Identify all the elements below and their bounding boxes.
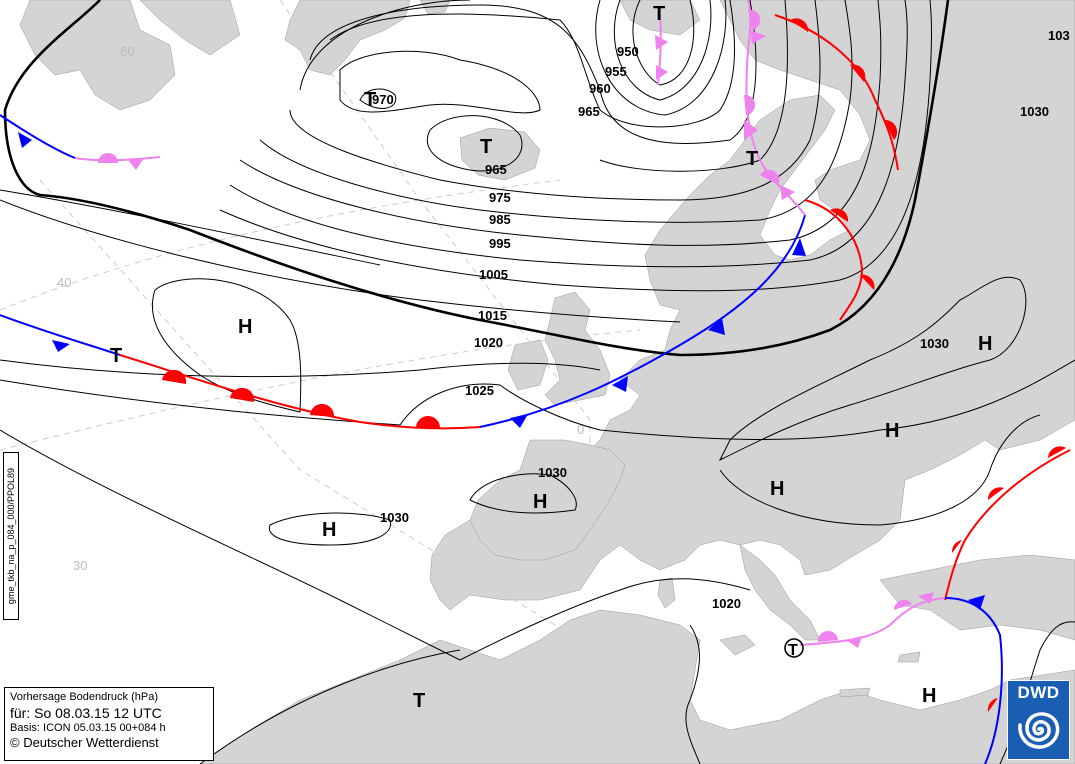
land-italy [739, 544, 821, 641]
latitude-label: 60 [120, 44, 134, 59]
isobar-label: 1025 [465, 383, 494, 398]
isobar-label: 1030 [1020, 104, 1049, 119]
low-pressure-circled-marker: T [784, 638, 804, 659]
cold-front-atlantic [0, 314, 121, 356]
graticule [0, 0, 641, 641]
product-code-strip: gme_tkb_na_p_084_000/PPOL89 [3, 452, 19, 620]
isobar-label: 965 [485, 162, 507, 177]
svg-text:T: T [788, 642, 798, 659]
land-north-africa [199, 609, 1075, 764]
legend-copyright: © Deutscher Wetterdienst [10, 735, 159, 750]
isobar-label: 1020 [712, 596, 741, 611]
low-pressure-marker: T [480, 136, 492, 158]
isobar-label: 965 [578, 104, 600, 119]
cold-front-med [944, 597, 1003, 764]
isobar-label: 1030 [920, 336, 949, 351]
warm-front-russia [804, 199, 864, 321]
longitude-label: 0 [577, 422, 584, 437]
isobar-label: 1030 [380, 510, 409, 525]
legend-title: Vorhersage Bodendruck (hPa) [10, 691, 158, 703]
isobar-label: 950 [617, 44, 639, 59]
land-canada-islands [139, 0, 241, 56]
warm-front-north [774, 14, 899, 171]
low-pressure-marker: T [364, 89, 376, 111]
latitude-label: 30 [73, 558, 87, 573]
latitude-label: 40 [57, 275, 71, 290]
high-pressure-marker: H [770, 478, 784, 500]
isobar-label: 1005 [479, 267, 508, 282]
high-pressure-marker: H [533, 491, 547, 513]
isobar-label: 995 [489, 236, 511, 251]
isobar-label: 975 [489, 190, 511, 205]
isobar-label: 970 [372, 92, 394, 107]
land-cyprus [897, 651, 921, 663]
legend-valid-time: für: So 08.03.15 12 UTC [10, 705, 162, 721]
isobar-labels: 970 965 950 955 960 965 975 985 995 1005… [372, 28, 1070, 611]
land-iceland [459, 127, 541, 181]
high-pressure-marker: H [922, 685, 936, 707]
legend-box: Vorhersage Bodendruck (hPa) für: So 08.0… [4, 687, 214, 761]
grid-labels: 60 40 30 0 [57, 44, 584, 573]
isobar-label: 103 [1048, 28, 1070, 43]
low-pressure-marker: T [110, 345, 122, 367]
occlusion-med [799, 597, 946, 646]
land-ireland [507, 339, 549, 391]
land-corsica [657, 577, 676, 609]
low-pressure-marker: T [413, 690, 425, 712]
product-code: gme_tkb_na_p_084_000/PPOL89 [6, 467, 16, 605]
high-pressure-marker: H [238, 316, 252, 338]
land-canada-north [19, 0, 176, 111]
isobar-label: 1020 [474, 335, 503, 350]
warm-front-turkey [944, 449, 1071, 601]
dwd-logo-text: DWD [1017, 683, 1060, 702]
isobar-label: 960 [589, 81, 611, 96]
high-pressure-marker: H [322, 519, 336, 541]
low-pressure-marker: T [653, 3, 665, 25]
isobar-label: 985 [489, 212, 511, 227]
land-iberia [469, 439, 626, 561]
land-sicily [719, 634, 756, 656]
isobar-1015 [3, 0, 950, 357]
front-symbols [18, 9, 1066, 712]
land-crete [839, 687, 871, 698]
high-pressure-marker: H [885, 420, 899, 442]
isobar-label: 1015 [478, 308, 507, 323]
isobar-label: 955 [605, 64, 627, 79]
cold-front-west [0, 114, 76, 159]
cold-front-europe [479, 214, 806, 428]
isobar-label: 1030 [538, 465, 567, 480]
legend-model-base: Basis: ICON 05.03.15 00+084 h [10, 722, 166, 734]
low-pressure-marker: T [746, 148, 758, 170]
occlusion-svalbard [657, 14, 662, 86]
swirl-icon [1018, 712, 1060, 749]
pressure-systems: T T T T H H H H H H T H T T [110, 3, 992, 712]
dwd-logo: DWD [1007, 680, 1070, 760]
high-pressure-marker: H [978, 333, 992, 355]
